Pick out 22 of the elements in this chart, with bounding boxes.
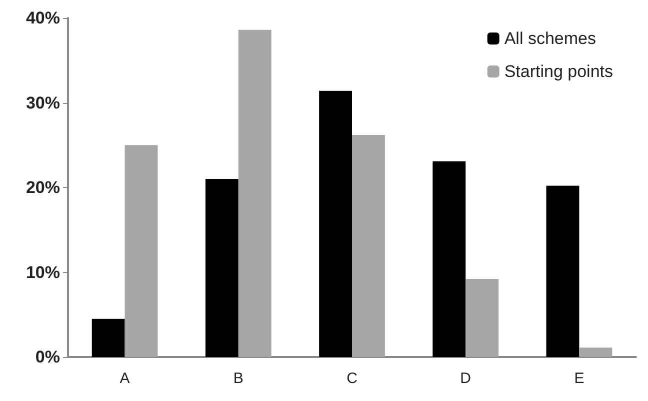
bar	[238, 30, 272, 357]
bar	[352, 134, 385, 357]
bar	[92, 318, 125, 357]
y-tick-label: 40%	[26, 8, 60, 28]
bar	[466, 279, 499, 357]
bar	[319, 90, 352, 357]
x-tick-label: B	[233, 370, 244, 387]
y-tick-label: 20%	[26, 178, 60, 197]
x-tick-label: A	[120, 370, 130, 387]
bar	[579, 348, 612, 357]
x-tick-label: C	[346, 370, 358, 387]
y-tick-label: 0%	[35, 348, 60, 366]
legend-label: All schemes	[504, 29, 596, 48]
y-tick-label: 10%	[26, 262, 60, 282]
y-tick-label: 30%	[26, 93, 60, 112]
bar	[546, 186, 580, 357]
bar	[124, 145, 158, 357]
bar	[432, 161, 466, 357]
legend-label: Starting points	[504, 62, 614, 81]
bar	[205, 179, 238, 357]
x-tick-label: E	[574, 370, 584, 387]
x-tick-label: D	[460, 370, 472, 387]
